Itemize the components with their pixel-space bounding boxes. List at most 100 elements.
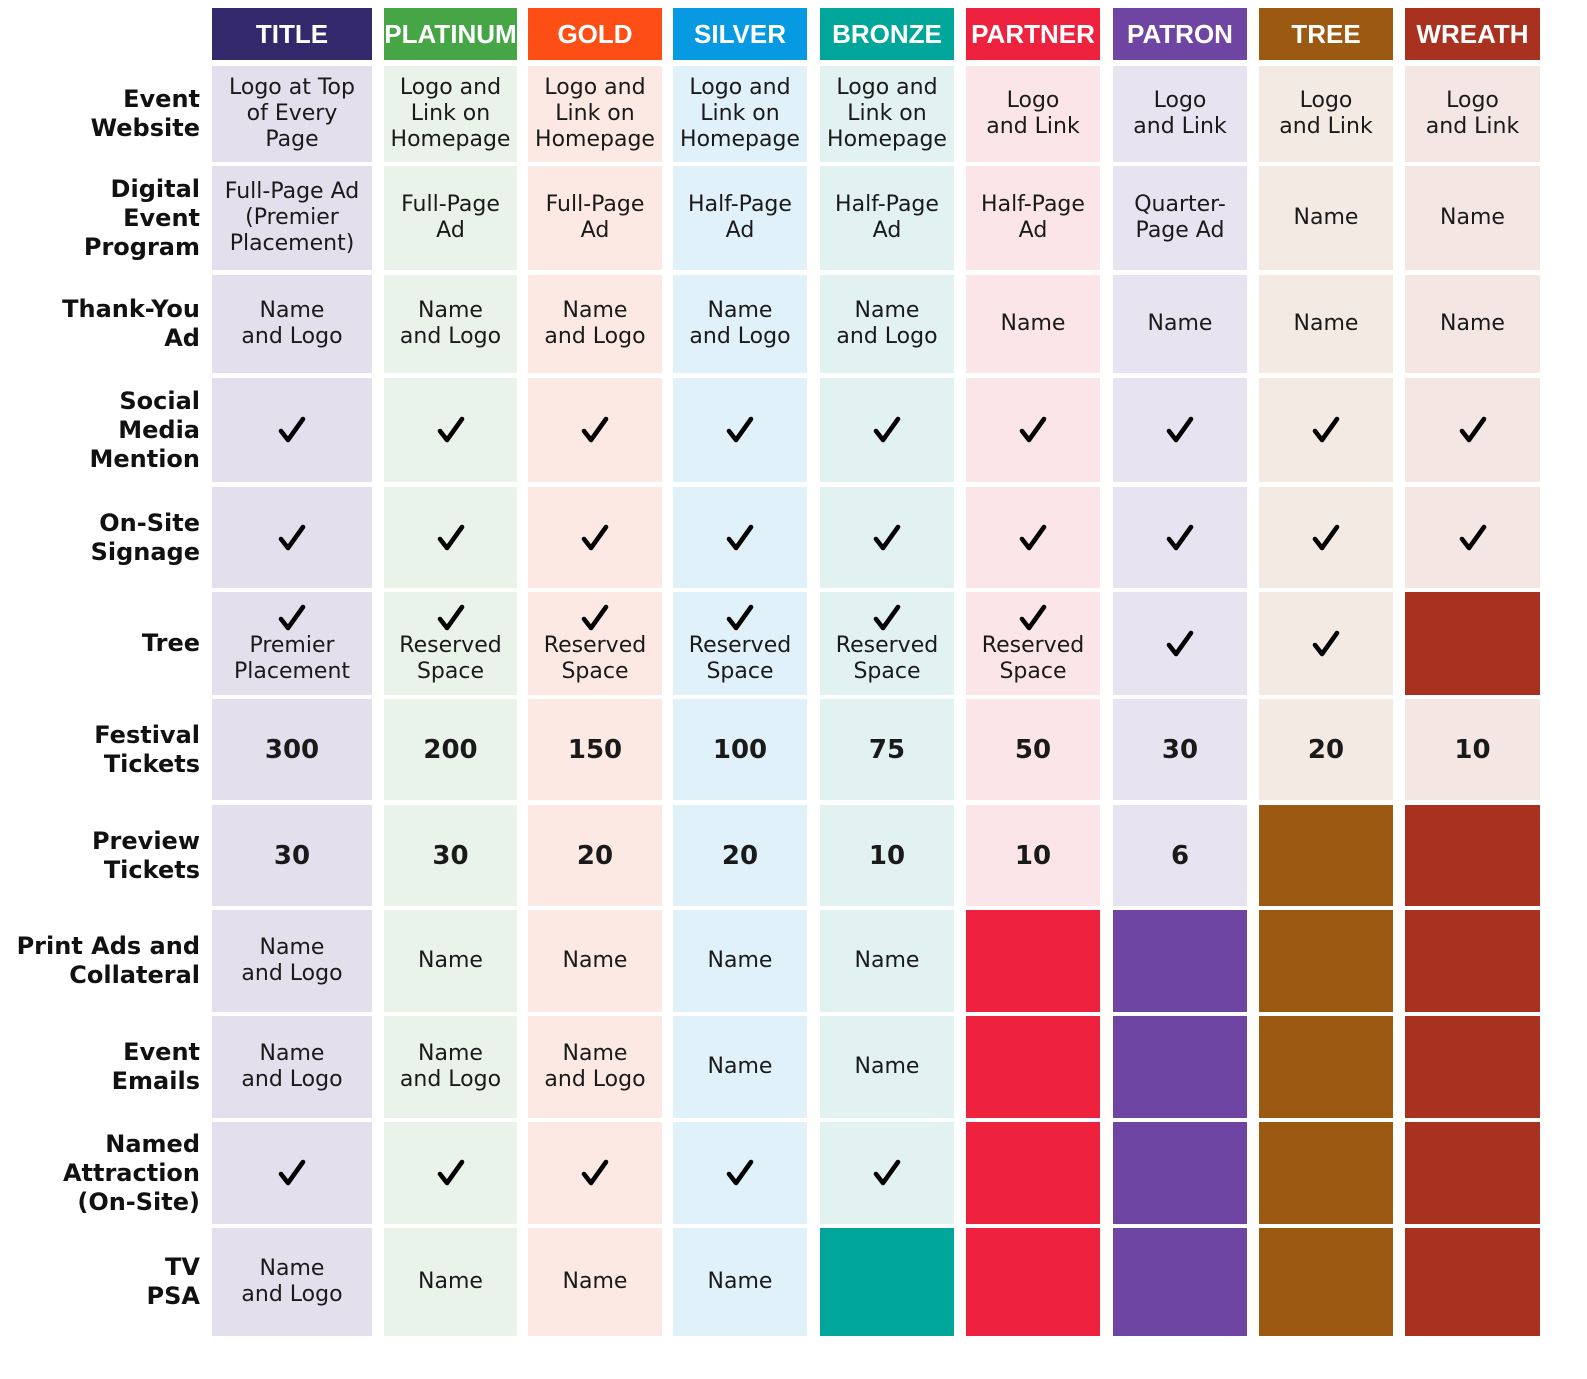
not-included-cell — [1113, 1228, 1247, 1336]
benefit-text-line: Logo — [1299, 88, 1353, 113]
benefit-text-line: Reserved — [543, 632, 647, 658]
benefit-text-line: and Link — [1279, 114, 1373, 139]
benefit-cell-tree — [1259, 378, 1393, 482]
benefit-cell-title: 300 — [212, 699, 372, 800]
benefit-text-line: Name — [707, 948, 773, 973]
not-included-cell — [966, 910, 1100, 1012]
benefit-cell-title: Name and Logo — [212, 910, 372, 1012]
not-included-cell — [1259, 1016, 1393, 1118]
not-included-cell — [1259, 910, 1393, 1012]
benefit-cell-wreath — [1405, 487, 1540, 588]
benefit-text: Logo at Top of Every Page — [229, 75, 355, 153]
tier-header-tree: TREE — [1259, 8, 1393, 60]
benefit-text: Name and Logo — [241, 935, 342, 987]
benefit-text-line: and Logo — [399, 324, 502, 349]
benefit-cell-partner: 50 — [966, 699, 1100, 800]
not-included-cell — [966, 1228, 1100, 1336]
ticket-count: 100 — [712, 734, 768, 765]
benefit-cell-silver — [673, 487, 807, 588]
not-included-cell — [1405, 1228, 1540, 1336]
not-included-cell — [820, 1228, 954, 1336]
row-label-line: Preview — [91, 826, 200, 855]
benefit-text-line: Name — [418, 1269, 483, 1294]
benefit-cell-partner: Name — [966, 275, 1100, 373]
tier-header-gold: GOLD — [528, 8, 662, 60]
benefit-text: Name — [1148, 311, 1213, 337]
benefit-cell-patron: 6 — [1113, 805, 1247, 906]
benefit-cell-platinum: Reserved Space — [384, 592, 517, 695]
row-label-line: Website — [90, 114, 200, 142]
benefit-cell-wreath: Name — [1405, 166, 1540, 270]
benefit-text: Name — [563, 1269, 628, 1295]
benefit-text: Name — [708, 1269, 773, 1295]
row-label-tree: Tree — [0, 592, 200, 695]
benefit-cell-bronze — [820, 1122, 954, 1224]
benefit-text-line: Page — [265, 127, 319, 152]
benefit-text: Half-Page Ad — [688, 192, 792, 244]
benefit-cell-silver: Reserved Space — [673, 592, 807, 695]
benefit-text-line: Quarter- — [1134, 192, 1226, 217]
benefit-cell-silver: Name — [673, 910, 807, 1012]
row-label-line: Event — [123, 203, 200, 232]
benefit-text-line: Name — [1000, 311, 1066, 336]
benefit-text-line: Page Ad — [1135, 218, 1225, 243]
benefit-text-line: Name — [418, 948, 483, 973]
benefit-text-line: Name — [259, 1256, 325, 1281]
row-label-line: Social — [119, 386, 200, 415]
benefit-text-line: Space — [561, 658, 629, 684]
checkmark-icon — [873, 524, 901, 550]
checkmark-icon — [581, 524, 609, 550]
benefit-text-line: and Logo — [836, 324, 938, 349]
row-label-social-media-mention: Social Media Mention — [0, 378, 200, 482]
row-label-line: Festival — [94, 720, 200, 749]
benefit-text-line: Ad — [725, 218, 755, 243]
benefit-cell-partner: Reserved Space — [966, 592, 1100, 695]
benefit-text: Name — [1294, 311, 1359, 337]
benefit-text: Name and Logo — [689, 298, 790, 350]
benefit-cell-gold: Name — [528, 1228, 662, 1336]
ticket-count: 75 — [868, 734, 906, 765]
benefit-text: Name and Logo — [400, 1041, 501, 1093]
benefit-text-line: Placement) — [229, 231, 355, 256]
benefit-text: Name — [1440, 311, 1505, 337]
benefit-text-line: and Logo — [241, 324, 343, 349]
benefit-text-line: and Logo — [241, 1282, 343, 1307]
benefit-text: Name — [708, 1054, 773, 1080]
not-included-cell — [1405, 1122, 1540, 1224]
benefit-cell-platinum: Logo and Link on Homepage — [384, 66, 517, 162]
tier-header-partner: PARTNER — [966, 8, 1100, 60]
benefit-text-line: Link on — [847, 101, 927, 126]
ticket-count: 20 — [576, 840, 614, 871]
benefit-text-line: and Logo — [241, 1067, 343, 1092]
checkmark-icon — [1166, 630, 1194, 656]
benefit-text: Logo and Link on Homepage — [680, 75, 800, 153]
benefit-cell-title — [212, 378, 372, 482]
benefit-text-line: Name — [1293, 311, 1359, 336]
row-label-line: (On-Site) — [77, 1187, 200, 1216]
checkmark-icon — [726, 604, 754, 630]
benefit-text-line: Logo and — [544, 75, 646, 100]
not-included-cell — [966, 1016, 1100, 1118]
benefit-text: Half-Page Ad — [981, 192, 1085, 244]
benefit-cell-tree — [1259, 592, 1393, 695]
row-label-line: Attraction — [62, 1158, 200, 1187]
row-label-line: Event — [123, 85, 200, 113]
benefit-text-line: Name — [1440, 205, 1505, 230]
benefit-text: Reserved Space — [399, 633, 501, 685]
benefit-text: Logo and Link — [986, 88, 1079, 140]
benefit-text-line: (Premier — [245, 205, 339, 230]
benefit-cell-platinum: Name and Logo — [384, 275, 517, 373]
benefit-text: Reserved Space — [689, 633, 791, 685]
benefit-text-line: and Logo — [241, 961, 343, 986]
benefit-cell-silver: Logo and Link on Homepage — [673, 66, 807, 162]
row-label-line: Tickets — [103, 855, 200, 884]
checkmark-icon — [278, 1159, 306, 1186]
benefit-cell-gold: Name and Logo — [528, 275, 662, 373]
benefit-text-line: Full-Page — [401, 192, 500, 217]
not-included-cell — [1259, 1228, 1393, 1336]
row-label-line: Program — [83, 232, 200, 261]
benefit-cell-wreath — [1405, 378, 1540, 482]
checkmark-icon — [726, 1159, 754, 1186]
benefit-cell-title: Name and Logo — [212, 1228, 372, 1336]
benefit-cell-title: 30 — [212, 805, 372, 906]
